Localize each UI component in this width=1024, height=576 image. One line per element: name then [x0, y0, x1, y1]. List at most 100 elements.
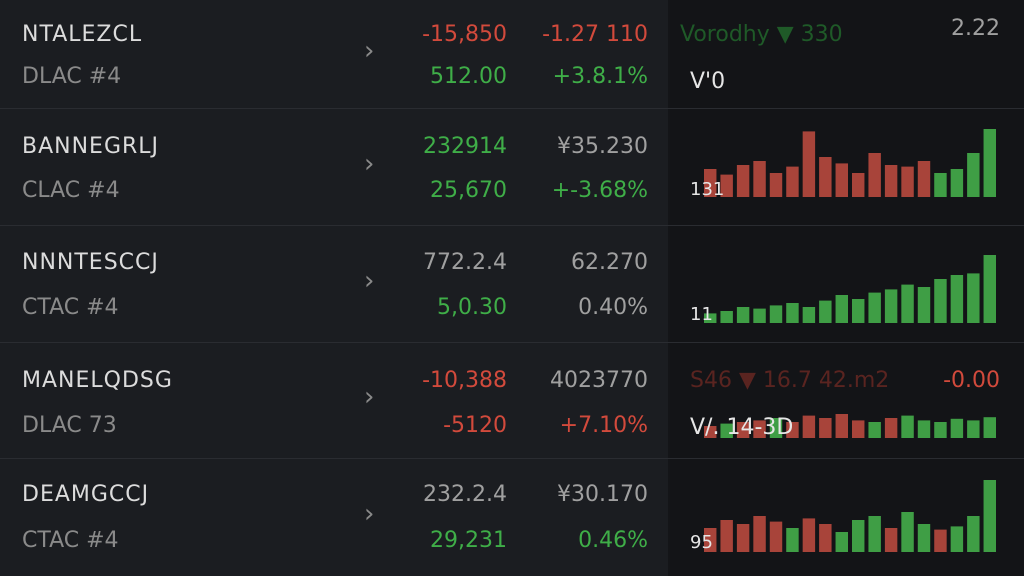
- volume-bar: [983, 255, 996, 323]
- volume-bar: [769, 305, 783, 323]
- volume-bar: [950, 526, 964, 552]
- ticker-name: NNNTESCCJ: [22, 250, 159, 275]
- volume-bar: [786, 303, 799, 323]
- volume-bar: [769, 173, 783, 197]
- volume-bar: [802, 307, 816, 323]
- panel-value: -0.00: [943, 368, 1000, 393]
- volume-bar: [868, 516, 881, 552]
- price-value: -15,850: [422, 22, 507, 47]
- volume-bar: [852, 420, 865, 438]
- volume-bar: [802, 131, 816, 197]
- volume-bar: [950, 169, 964, 197]
- price-value: ¥35.230: [557, 134, 648, 159]
- chart-panel: [670, 0, 1024, 576]
- volume-bar: [884, 289, 898, 323]
- volume-bar: [753, 161, 766, 197]
- volume-bar: [884, 165, 898, 197]
- volume-bar: [753, 420, 766, 438]
- ticker-sub: CTAC #4: [22, 295, 119, 320]
- volume-bar: [769, 521, 783, 552]
- price-value: ¥30.170: [557, 482, 648, 507]
- volume-bar: [835, 295, 848, 323]
- volume-bar: [917, 524, 931, 552]
- volume-bar: [786, 422, 799, 438]
- volume-bar: [983, 417, 996, 438]
- volume-bar: [967, 273, 980, 323]
- volume-bar: [753, 516, 766, 552]
- volume-bar: [835, 414, 848, 438]
- volume-bar: [852, 299, 865, 323]
- chevron[interactable]: ›: [364, 499, 375, 529]
- volume-bar: [934, 279, 947, 323]
- volume-bar: [786, 166, 799, 197]
- ticker-sub: CLAC #4: [22, 178, 120, 203]
- volume-bar: [950, 418, 964, 438]
- price-value: 772.2.4: [423, 250, 507, 275]
- volume-bar: [901, 415, 914, 438]
- panel-header: S46 ▼ 16.7 42.m2: [690, 368, 890, 393]
- chevron[interactable]: ›: [364, 382, 375, 412]
- price-value: 232914: [423, 134, 507, 159]
- volume-bar: [736, 307, 750, 323]
- change-value: 0.40%: [578, 295, 648, 320]
- ticker-name: BANNEGRLJ: [22, 134, 160, 159]
- volume-bar: [884, 418, 898, 438]
- volume-bar: [753, 308, 766, 323]
- volume-bar: [884, 528, 898, 552]
- change-value: +3.8.1%: [552, 64, 648, 89]
- price-value: 62.270: [571, 250, 648, 275]
- price-value: 232.2.4: [423, 482, 507, 507]
- volume-bar: [819, 157, 832, 197]
- panel-label: V/. 14-3D: [690, 415, 794, 440]
- price-value: -1.27 110: [542, 22, 648, 47]
- row-separator: [0, 458, 1024, 459]
- ticker-name: DEAMGCCJ: [22, 482, 150, 507]
- ticker-name: MANELQDSG: [22, 368, 173, 393]
- price-value: 4023770: [550, 368, 648, 393]
- volume-bar: [704, 426, 717, 438]
- chevron[interactable]: ›: [364, 148, 375, 179]
- volume-bar: [983, 129, 996, 197]
- panel-label: 131: [690, 179, 725, 200]
- volume-bar: [704, 313, 717, 323]
- volume-bar: [901, 284, 914, 323]
- volume-bar: [720, 520, 733, 552]
- change-value: 0.46%: [578, 528, 648, 553]
- chevron[interactable]: ›: [364, 265, 375, 296]
- volume-bar: [917, 161, 931, 197]
- row-separator: [0, 225, 1024, 226]
- volume-bar: [769, 418, 783, 438]
- volume-bar: [967, 420, 980, 438]
- volume-bar: [852, 173, 865, 197]
- panel-label: 95: [690, 532, 713, 553]
- volume-bar: [983, 480, 996, 552]
- change-value: +7.10%: [559, 413, 648, 438]
- volume-bar: [934, 422, 947, 438]
- volume-bar: [868, 292, 881, 323]
- change-value: 25,670: [430, 178, 507, 203]
- volume-bar: [934, 173, 947, 197]
- volume-bar: [868, 422, 881, 438]
- volume-bar: [819, 300, 832, 323]
- panel-label: 11: [690, 304, 713, 325]
- volume-bar: [901, 166, 914, 197]
- change-value: -5120: [443, 413, 507, 438]
- list-panel: [0, 0, 668, 576]
- volume-bar: [802, 518, 816, 552]
- volume-bar: [934, 529, 947, 552]
- change-value: 512.00: [430, 64, 507, 89]
- volume-bar: [802, 415, 816, 438]
- volume-bar: [868, 153, 881, 197]
- ticker-sub: CTAC #4: [22, 528, 119, 553]
- volume-bar: [835, 163, 848, 197]
- volume-bar: [736, 422, 750, 438]
- chevron[interactable]: ›: [364, 36, 375, 66]
- volume-bar: [720, 174, 733, 197]
- row-separator: [0, 342, 1024, 343]
- change-value: +-3.68%: [551, 178, 648, 203]
- volume-bar: [819, 418, 832, 438]
- ticker-name: NTALEZCL: [22, 22, 143, 47]
- change-value: 5,0.30: [437, 295, 507, 320]
